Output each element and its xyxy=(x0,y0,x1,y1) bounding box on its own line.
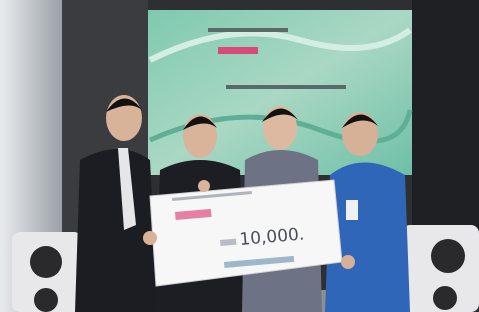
badge xyxy=(346,200,358,220)
pillar xyxy=(412,0,479,250)
hand xyxy=(143,231,157,245)
speaker-cone xyxy=(34,288,58,312)
hand xyxy=(341,255,355,269)
photo: 10,000. xyxy=(0,0,479,312)
speaker-cone xyxy=(30,246,62,278)
screen-text xyxy=(226,85,346,89)
speaker-cone xyxy=(431,239,465,273)
screen-text xyxy=(208,28,288,32)
page: 10,000. (() => { const data = JSON.parse… xyxy=(0,0,479,312)
screen-text xyxy=(218,47,258,54)
person xyxy=(75,149,158,312)
speaker-cone xyxy=(433,286,457,310)
hand xyxy=(198,180,210,192)
